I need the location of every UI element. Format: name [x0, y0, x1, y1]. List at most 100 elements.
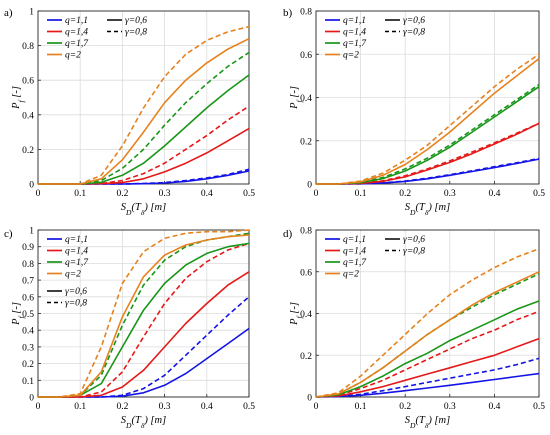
panel-label: a) — [4, 7, 13, 19]
y-tick-label: 0.2 — [300, 137, 312, 147]
x-axis-label: SD(Tδ) [m] — [121, 202, 166, 217]
x-tick-label: 0.1 — [74, 402, 86, 412]
x-axis-label: SD(Tδ) [m] — [405, 202, 450, 217]
series-line-14-g08 — [38, 242, 250, 398]
y-tick-label: 0.8 — [300, 227, 312, 237]
y-tick-label: 0.6 — [300, 51, 312, 61]
y-tick-label: 0.6 — [22, 293, 34, 303]
y-tick-label: 0.9 — [22, 243, 34, 253]
panel-label: b) — [283, 7, 293, 19]
y-tick-label: 0.4 — [22, 327, 34, 337]
y-tick-label: 0.8 — [22, 42, 34, 52]
legend: q=1,1 q=1,4q=1,7 q=2 γ=0,6 γ=0,8 — [325, 235, 425, 280]
series-line-2-g08 — [315, 248, 540, 398]
series-line-2-g06 — [316, 57, 540, 185]
y-tick-label: 0 — [29, 181, 34, 191]
series-line-17-g08 — [316, 83, 540, 185]
legend-label: q=1,1 — [343, 235, 366, 245]
y-tick-label: 0.6 — [300, 268, 312, 278]
panel-label: c) — [4, 228, 13, 240]
y-axis-label: Pf [-] — [11, 302, 26, 326]
y-axis-label: Pf [-] — [289, 302, 304, 326]
chart-panel-3: 0 0.1 0.2 0.3 0.4 0.5 0 0.1 0.2 0.3 0.4 0.5 0.6 0.7 0.… — [4, 227, 255, 430]
series-line-14-g08 — [38, 105, 250, 185]
y-tick-label: 0.2 — [300, 352, 312, 362]
x-tick-label: 0.1 — [355, 189, 367, 199]
series-line-2-g08 — [316, 53, 540, 185]
x-tick-label: 0.4 — [201, 402, 213, 412]
y-tick-label: 0 — [307, 394, 312, 404]
legend: q=1,1 q=1,4q=1,7 q=2 γ=0,6 γ=0,8 — [47, 235, 89, 309]
y-tick-label: 0.2 — [22, 146, 34, 156]
series-lines — [38, 229, 250, 398]
legend-label: q=2 — [65, 270, 81, 280]
y-tick-label: 0.8 — [300, 8, 312, 18]
legend: q=1,1 q=1,4q=1,7 q=2 γ=0,6 γ=0,8 — [47, 16, 147, 61]
legend-label: q=1,4 — [65, 28, 88, 38]
chart-panel-1: 0 0.1 0.2 0.3 0.4 0.5 0 0.2 0.4 0.6 0.8 1 a) SD(Tδ) [… — [4, 7, 255, 217]
legend-label: q=1,7 — [65, 39, 89, 49]
x-tick-label: 0.2 — [399, 189, 411, 199]
legend-label: γ=0,8 — [403, 28, 425, 38]
legend-label: q=1,7 — [343, 258, 367, 268]
series-line-11-g06 — [315, 372, 540, 398]
x-tick-label: 0.2 — [399, 402, 411, 412]
y-tick-label: 0 — [307, 181, 312, 191]
x-tick-label: 0.5 — [243, 402, 255, 412]
x-tick-label: 0.3 — [159, 189, 171, 199]
legend-label: q=1,1 — [65, 16, 88, 26]
legend-label: q=1,4 — [65, 247, 88, 257]
y-axis-label: Pf [-] — [289, 86, 304, 110]
series-line-14-g06 — [315, 337, 540, 398]
x-axis-label: SD(Tδ) [m] — [121, 415, 166, 430]
y-tick-label: 0.7 — [22, 277, 34, 287]
series-line-11-g08 — [316, 157, 540, 185]
y-tick-label: 0.4 — [300, 310, 312, 320]
legend-label: q=1,1 — [343, 16, 366, 26]
series-line-2-g06 — [38, 234, 250, 398]
x-tick-label: 0.5 — [533, 402, 545, 412]
legend-label: q=1,4 — [343, 247, 366, 257]
series-line-11-g08 — [38, 168, 250, 185]
series-line-2-g08 — [38, 229, 250, 398]
legend: q=1,1 q=1,4q=1,7 q=2 γ=0,6 γ=0,8 — [325, 16, 425, 61]
y-tick-label: 0 — [29, 394, 34, 404]
x-tick-label: 0.1 — [74, 189, 86, 199]
y-tick-label: 0.2 — [22, 360, 34, 370]
legend-label: γ=0,6 — [65, 287, 87, 297]
series-line-2-g08 — [38, 25, 250, 185]
legend-label: γ=0,8 — [125, 28, 147, 38]
series-line-17-g08 — [38, 51, 250, 185]
x-tick-label: 0.5 — [533, 189, 545, 199]
legend-label: γ=0,6 — [403, 235, 425, 245]
series-line-11-g06 — [38, 327, 250, 398]
x-tick-label: 0.3 — [444, 189, 456, 199]
x-tick-label: 0 — [314, 189, 319, 199]
x-tick-label: 0 — [314, 402, 319, 412]
legend-label: γ=0,8 — [403, 247, 425, 257]
y-tick-label: 1 — [29, 8, 34, 18]
chart-panel-2: 0 0.1 0.2 0.3 0.4 0.5 0 0.2 0.4 0.6 0.8 b) SD(Tδ) [m… — [283, 7, 545, 217]
legend-label: q=2 — [343, 51, 359, 61]
series-line-14-g06 — [316, 122, 540, 185]
x-tick-label: 0.4 — [201, 189, 213, 199]
y-tick-label: 0.3 — [22, 343, 34, 353]
y-tick-label: 0.1 — [22, 377, 34, 387]
y-tick-label: 1 — [29, 227, 34, 237]
y-tick-label: 0.8 — [22, 260, 34, 270]
x-tick-label: 0 — [36, 402, 41, 412]
y-tick-label: 0.4 — [300, 94, 312, 104]
legend-label: q=2 — [343, 270, 359, 280]
y-tick-label: 0.4 — [22, 111, 34, 121]
chart-panel-4: 0 0.1 0.2 0.3 0.4 0.5 0 0.2 0.4 0.6 0.8 d) SD(Tδ) [m… — [283, 227, 545, 430]
legend-label: q=2 — [65, 51, 81, 61]
series-lines — [38, 25, 250, 185]
y-axis-label: Pf [-] — [11, 86, 26, 110]
legend-label: γ=0,8 — [65, 299, 87, 309]
x-tick-label: 0.4 — [488, 402, 500, 412]
series-lines — [316, 53, 540, 185]
x-tick-label: 0.2 — [116, 402, 128, 412]
series-line-11-g06 — [316, 158, 540, 185]
x-tick-label: 0.3 — [159, 402, 171, 412]
